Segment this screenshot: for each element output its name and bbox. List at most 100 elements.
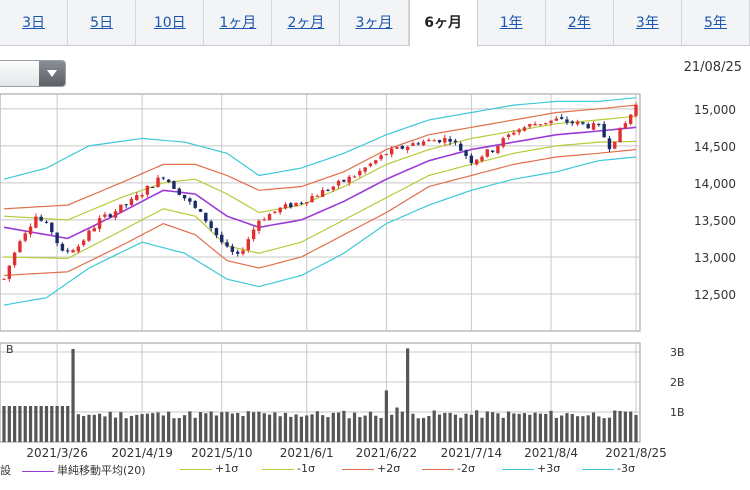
candle-body <box>358 170 362 176</box>
candle-body <box>283 204 288 209</box>
legend-label: -3σ <box>617 462 635 475</box>
candle-body <box>421 141 426 146</box>
volume-bar <box>177 418 181 442</box>
candle-body <box>437 140 442 143</box>
band-line-p2 <box>3 104 637 210</box>
period-tabs: 3日 5日 10日 1ヶ月 2ヶ月 3ヶ月 6ヶ月 1年 2年 3年 5年 <box>0 0 750 46</box>
x-tick-label: 2021/6/1 <box>280 446 334 460</box>
candle-body <box>363 167 367 172</box>
x-tick-label: 2021/3/26 <box>26 446 88 460</box>
candle-body <box>66 250 70 252</box>
volume-bar <box>310 414 314 442</box>
volume-bar <box>204 413 208 442</box>
candle-body <box>336 180 341 186</box>
volume-bar <box>82 416 86 442</box>
candle-body <box>257 220 261 231</box>
candle-body <box>198 209 203 212</box>
volume-bar <box>188 411 192 442</box>
candle-body <box>235 251 240 254</box>
y-tick-label: 14,500 <box>694 140 736 154</box>
candle-body <box>135 195 139 201</box>
candle-body <box>597 123 601 125</box>
volume-bar <box>352 412 357 442</box>
volume-bar <box>28 406 33 442</box>
volume-bar <box>586 415 590 442</box>
candle-body <box>209 221 213 229</box>
volume-bar <box>92 414 96 442</box>
chevron-down-icon[interactable] <box>39 61 65 86</box>
volume-bar <box>528 414 532 442</box>
volume-bar <box>554 417 558 442</box>
candle-body <box>464 150 468 156</box>
candle-body <box>379 155 383 160</box>
volume-y-tick-label: 1B <box>670 406 685 419</box>
tab-8[interactable]: 2年 <box>546 0 614 45</box>
legend-label: +3σ <box>537 462 561 475</box>
candle-body <box>501 138 505 147</box>
volume-bar <box>400 411 404 442</box>
candle-body <box>474 159 479 165</box>
legend-swatch <box>22 470 54 472</box>
candle-body <box>443 137 447 143</box>
y-tick-label: 14,000 <box>694 177 736 191</box>
volume-bar <box>379 417 383 442</box>
candle-body <box>591 123 596 130</box>
volume-bar <box>97 413 102 442</box>
tab-1[interactable]: 5日 <box>68 0 137 45</box>
tab-3[interactable]: 1ヶ月 <box>204 0 273 45</box>
tab-7[interactable]: 1年 <box>478 0 546 45</box>
volume-bar <box>411 413 415 442</box>
candle-body <box>448 138 452 142</box>
candle-body <box>166 179 171 182</box>
volume-bar <box>368 411 373 442</box>
candle-body <box>623 123 628 129</box>
tab-0[interactable]: 3日 <box>0 0 69 45</box>
band-line-m2 <box>3 148 637 277</box>
candle-body <box>405 146 410 151</box>
band-line-p1 <box>3 115 637 221</box>
volume-bar <box>459 417 463 442</box>
volume-bar <box>113 417 118 442</box>
volume-bar <box>501 417 505 442</box>
volume-bar <box>66 406 70 442</box>
candle-body <box>549 120 553 124</box>
candle-body <box>416 143 420 145</box>
candle-body <box>374 160 378 164</box>
volume-bar <box>607 417 612 442</box>
volume-bar <box>480 417 484 442</box>
price-plot-frame <box>0 93 641 332</box>
tab-5[interactable]: 3ヶ月 <box>340 0 409 45</box>
volume-bar <box>161 415 165 442</box>
candle-body <box>113 211 118 218</box>
volume-bar <box>623 411 627 442</box>
volume-bar <box>156 412 160 442</box>
volume-bar <box>416 418 420 442</box>
volume-bar <box>172 418 176 442</box>
volume-bar <box>437 414 442 442</box>
candle-body <box>246 239 251 251</box>
candle-body <box>485 149 489 157</box>
candle-body <box>193 201 197 208</box>
candle-body <box>634 104 638 116</box>
indicator-dropdown[interactable] <box>0 60 66 87</box>
legend-item: 単純移動平均(20) <box>22 462 146 478</box>
tab-4[interactable]: 2ヶ月 <box>272 0 341 45</box>
candle-body <box>586 124 590 129</box>
tab-9[interactable]: 3年 <box>614 0 682 45</box>
volume-bar <box>7 406 11 442</box>
tab-2[interactable]: 10日 <box>136 0 205 45</box>
candle-body <box>352 176 357 178</box>
candle-body <box>204 212 208 222</box>
volume-y-tick-label: 2B <box>670 376 685 389</box>
candle-body <box>389 148 394 155</box>
y-tick-label: 15,000 <box>694 103 736 117</box>
volume-bar <box>331 412 335 442</box>
candle-body <box>2 278 6 280</box>
legend-item: +3σ <box>502 462 560 475</box>
volume-bar <box>395 407 399 442</box>
candle-body <box>602 123 606 138</box>
volume-bar <box>384 390 388 442</box>
candle-body <box>581 122 585 124</box>
volume-bar <box>140 414 144 442</box>
tab-6[interactable]: 6ヶ月 <box>408 0 478 46</box>
